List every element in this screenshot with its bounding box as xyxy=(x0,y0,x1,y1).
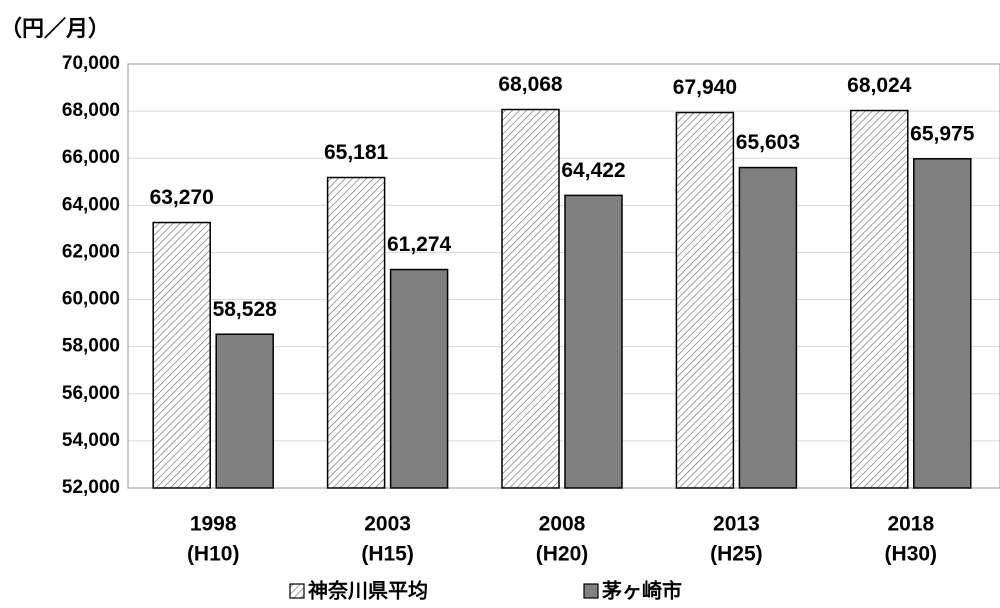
y-tick-label: 60,000 xyxy=(62,289,120,310)
legend-swatch xyxy=(583,583,599,599)
y-tick-label: 62,000 xyxy=(62,241,120,262)
x-tick-label: (H15) xyxy=(361,543,414,566)
value-label: 63,270 xyxy=(150,186,214,209)
value-label: 65,975 xyxy=(910,122,975,145)
bar xyxy=(389,268,449,489)
plot-border xyxy=(127,63,1000,489)
y-tick-label: 54,000 xyxy=(62,430,120,451)
value-label: 58,528 xyxy=(213,298,278,321)
value-label: 67,940 xyxy=(673,76,737,99)
y-tick-label: 66,000 xyxy=(62,147,120,168)
legend-label: 神奈川県平均 xyxy=(308,578,428,602)
y-tick-label: 52,000 xyxy=(62,477,120,498)
x-tick-label: 2018 xyxy=(887,513,934,536)
legend-swatch xyxy=(289,583,305,599)
x-tick-label: 2013 xyxy=(713,513,760,536)
legend-label: 茅ヶ崎市 xyxy=(602,578,682,602)
bar xyxy=(501,108,560,489)
x-tick-label: 2003 xyxy=(364,513,411,536)
bar xyxy=(564,194,623,489)
y-tick-label: 58,000 xyxy=(62,336,120,357)
x-tick-label: (H20) xyxy=(536,543,589,566)
bar xyxy=(738,166,798,489)
y-tick-label: 64,000 xyxy=(62,194,120,215)
value-label: 68,068 xyxy=(498,73,563,96)
value-label: 65,603 xyxy=(736,131,800,154)
bar xyxy=(215,333,274,489)
bar xyxy=(850,109,909,489)
value-label: 68,024 xyxy=(847,74,912,97)
y-tick-label: 56,000 xyxy=(62,383,120,404)
bar xyxy=(326,176,386,489)
y-axis-label: （円／月） xyxy=(0,16,110,41)
bar xyxy=(152,221,211,489)
y-tick-label: 68,000 xyxy=(62,100,120,121)
bar xyxy=(675,111,735,489)
x-tick-label: 1998 xyxy=(190,513,237,536)
bar xyxy=(913,158,972,489)
value-label: 64,422 xyxy=(561,159,625,182)
x-tick-label: 2008 xyxy=(539,513,586,536)
x-tick-label: (H30) xyxy=(885,543,938,566)
x-tick-label: (H10) xyxy=(187,543,240,566)
y-tick-label: 70,000 xyxy=(62,53,120,74)
value-label: 61,274 xyxy=(387,233,452,256)
x-tick-label: (H25) xyxy=(710,543,763,566)
value-label: 65,181 xyxy=(324,141,389,164)
